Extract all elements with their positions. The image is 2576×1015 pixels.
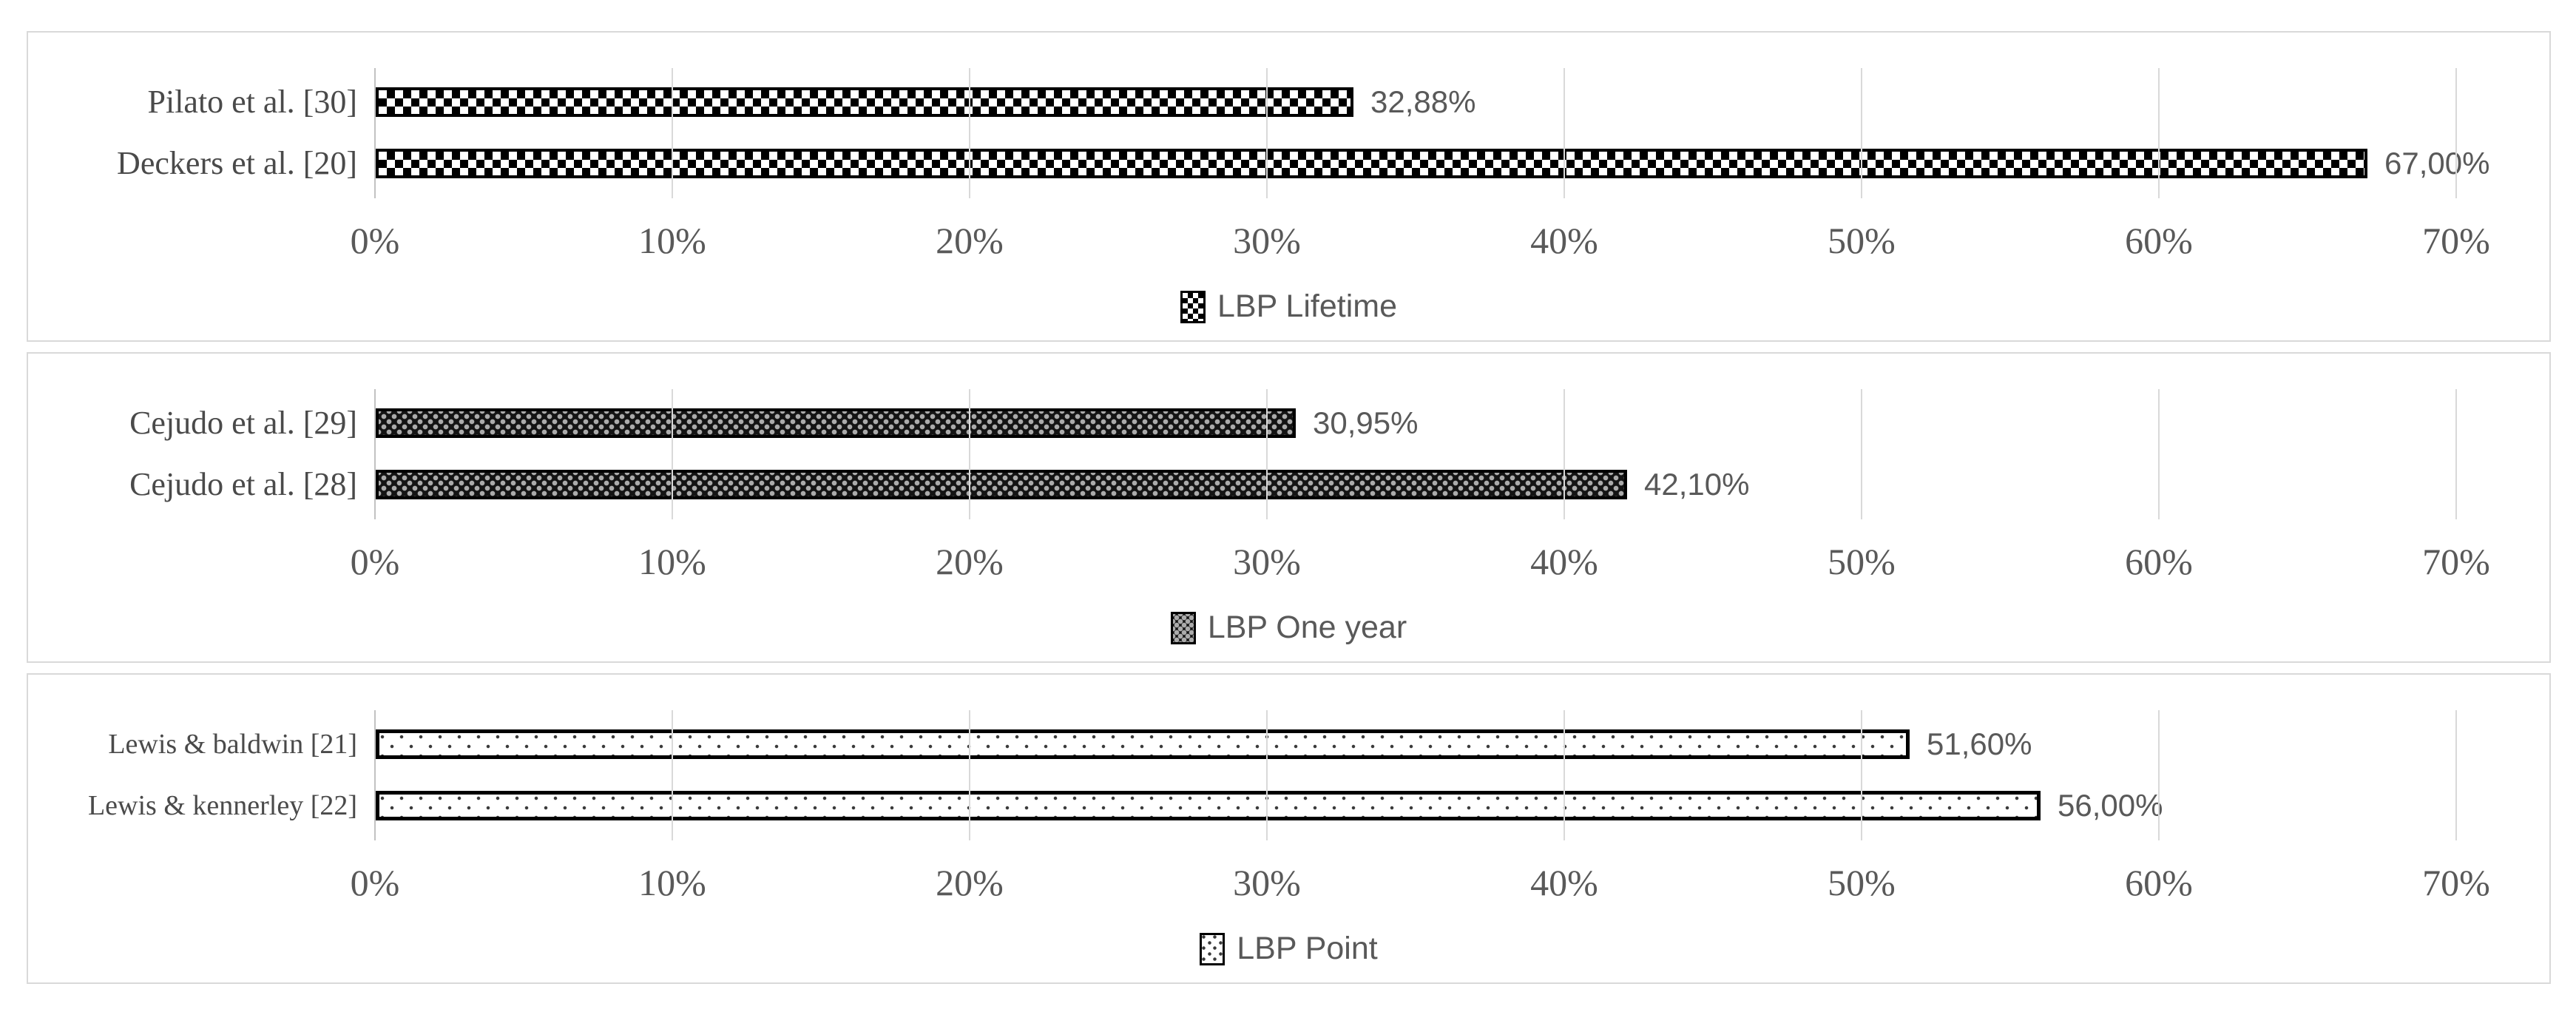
x-tick-label: 70%	[2422, 862, 2490, 903]
gridline	[969, 710, 970, 840]
gridline	[2158, 710, 2160, 840]
gridline	[2455, 68, 2457, 198]
bar-lewis-kennerley-22	[376, 791, 2041, 820]
x-axis: 0% 10% 20% 30% 40% 50% 60% 70%	[351, 860, 2549, 906]
category-label-cejudo-29: Cejudo et al. [29]	[129, 405, 357, 441]
plot-area: 30,95% 42,10%	[374, 389, 2549, 519]
x-axis: 0% 10% 20% 30% 40% 50% 60% 70%	[351, 218, 2549, 263]
x-tick-label: 0%	[350, 541, 400, 582]
x-tick-label: 20%	[936, 862, 1004, 903]
x-tick-label: 40%	[1530, 862, 1598, 903]
x-axis: 0% 10% 20% 30% 40% 50% 60% 70%	[351, 539, 2549, 584]
gridline	[969, 68, 970, 198]
bar-value-label: 30,95%	[1313, 405, 1419, 440]
bar-value-label: 32,88%	[1370, 84, 1476, 119]
bar-value-label: 42,10%	[1644, 467, 1750, 502]
x-tick-label: 0%	[350, 220, 400, 261]
legend: LBP One year	[28, 610, 2549, 646]
x-tick-label: 40%	[1530, 541, 1598, 582]
legend-label: LBP One year	[1207, 610, 1407, 645]
legend-label: LBP Lifetime	[1217, 289, 1397, 324]
category-label-lewis-kennerley: Lewis & kennerley [22]	[87, 790, 357, 821]
gridline	[1563, 389, 1565, 519]
y-axis-line	[374, 710, 376, 840]
chart-panel-lbp-point: Lewis & baldwin [21] Lewis & kennerley […	[27, 673, 2551, 984]
gridline	[1861, 710, 1862, 840]
bar-cejudo-et-al-28	[376, 470, 1627, 499]
gridline	[969, 389, 970, 519]
category-label-deckers: Deckers et al. [20]	[117, 145, 357, 181]
gridline	[672, 68, 673, 198]
bar-pilato-et-al-30	[376, 87, 1353, 117]
gridline	[672, 389, 673, 519]
chart-panel-lbp-lifetime: Pilato et al. [30] Deckers et al. [20] 3…	[27, 31, 2551, 342]
y-axis-line	[374, 389, 376, 519]
gridline	[1861, 68, 1862, 198]
x-tick-label: 30%	[1233, 220, 1301, 261]
x-tick-label: 10%	[638, 862, 706, 903]
gridline	[2455, 710, 2457, 840]
x-tick-label: 60%	[2125, 220, 2193, 261]
gridline	[1861, 389, 1862, 519]
x-tick-label: 10%	[638, 541, 706, 582]
y-axis-line	[374, 68, 376, 198]
x-tick-label: 20%	[936, 220, 1004, 261]
x-tick-label: 30%	[1233, 862, 1301, 903]
gridline	[672, 710, 673, 840]
x-tick-label: 60%	[2125, 862, 2193, 903]
plot-area: 51,60% 56,00%	[374, 710, 2549, 840]
x-tick-label: 50%	[1828, 862, 1896, 903]
x-tick-label: 0%	[350, 862, 400, 903]
gridline	[2158, 389, 2160, 519]
bar-value-label: 56,00%	[2058, 788, 2163, 823]
gridline	[1266, 389, 1268, 519]
bar-value-label: 51,60%	[1927, 726, 2032, 761]
legend-swatch-dotted-light-icon	[1200, 932, 1226, 965]
bar-cejudo-et-al-29	[376, 408, 1296, 438]
bar-deckers-et-al-20	[376, 149, 2367, 178]
bar-lewis-baldwin-21	[376, 729, 1910, 759]
category-label-pilato: Pilato et al. [30]	[147, 84, 358, 120]
gridline	[1266, 68, 1268, 198]
gridline	[1563, 68, 1565, 198]
bar-value-label: 67,00%	[2384, 146, 2490, 181]
x-tick-label: 20%	[936, 541, 1004, 582]
x-tick-label: 50%	[1828, 220, 1896, 261]
gridline	[1266, 710, 1268, 840]
legend-label: LBP Point	[1237, 931, 1378, 966]
x-tick-label: 30%	[1233, 541, 1301, 582]
gridline	[1563, 710, 1565, 840]
legend: LBP Point	[28, 931, 2549, 967]
category-label-lewis-baldwin: Lewis & baldwin [21]	[108, 729, 357, 760]
x-tick-label: 70%	[2422, 220, 2490, 261]
legend-swatch-checkerboard-icon	[1180, 290, 1206, 323]
plot-area: 32,88% 67,00%	[374, 68, 2549, 198]
gridline	[2158, 68, 2160, 198]
category-label-cejudo-28: Cejudo et al. [28]	[129, 466, 357, 502]
x-tick-label: 40%	[1530, 220, 1598, 261]
x-tick-label: 60%	[2125, 541, 2193, 582]
x-tick-label: 50%	[1828, 541, 1896, 582]
chart-panel-lbp-one-year: Cejudo et al. [29] Cejudo et al. [28] 30…	[27, 352, 2551, 663]
x-tick-label: 10%	[638, 220, 706, 261]
legend: LBP Lifetime	[28, 289, 2549, 325]
gridline	[2455, 389, 2457, 519]
x-tick-label: 70%	[2422, 541, 2490, 582]
legend-swatch-dotted-dark-icon	[1170, 611, 1196, 644]
